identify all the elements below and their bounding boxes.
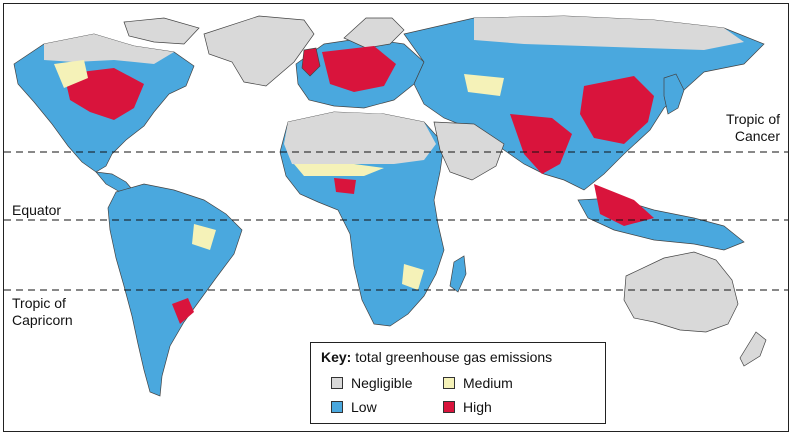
legend-item-high: High (443, 399, 492, 415)
high-europe (322, 46, 396, 92)
japan (663, 73, 685, 115)
medium-sahel (294, 164, 384, 176)
high-s-america (172, 298, 194, 324)
arctic-islands (123, 17, 200, 45)
high-india (510, 114, 572, 174)
legend-label-low: Low (351, 399, 377, 415)
high-se-asia (594, 184, 654, 226)
australia (623, 251, 739, 333)
tropic-of-capricorn-label-line1: Tropic of (12, 295, 66, 311)
high-nigeria (334, 178, 356, 194)
map-legend: Key: total greenhouse gas emissions Negl… (310, 342, 606, 424)
legend-item-negligible: Negligible (331, 375, 412, 391)
latitude-lines (4, 151, 788, 291)
legend-swatch-medium (443, 377, 455, 389)
canada-north (44, 34, 174, 64)
high-emission-regions (64, 46, 654, 324)
legend-title: Key: total greenhouse gas emissions (321, 349, 552, 365)
equator-label: Equator (12, 202, 62, 218)
legend-label-high: High (463, 399, 492, 415)
legend-swatch-negligible (331, 377, 343, 389)
tropic-of-cancer-label-line2: Cancer (734, 128, 780, 144)
greenland (203, 15, 315, 87)
legend-label-medium: Medium (463, 375, 513, 391)
legend-swatch-high (443, 401, 455, 413)
legend-label-negligible: Negligible (351, 375, 413, 391)
arabia (433, 121, 505, 181)
medium-brazil (192, 224, 216, 250)
siberia (474, 16, 744, 50)
sahara (284, 112, 436, 166)
tropic-of-cancer-label-line1: Tropic of (726, 111, 780, 127)
legend-heading: Key: (321, 349, 352, 365)
medium-central-asia (464, 74, 504, 96)
legend-item-low: Low (331, 399, 377, 415)
madagascar (449, 255, 467, 293)
high-na-east (64, 68, 144, 120)
high-china (580, 76, 654, 144)
tropic-of-cancer-label: Tropic of Cancer (726, 111, 780, 145)
legend-item-medium: Medium (443, 375, 513, 391)
legend-swatch-low (331, 401, 343, 413)
legend-title-text: total greenhouse gas emissions (351, 349, 553, 365)
medium-emission-regions (54, 60, 504, 290)
tropic-of-capricorn-label-line2: Capricorn (12, 312, 73, 328)
britain (301, 47, 321, 77)
new-zealand (739, 331, 767, 367)
medium-na-plains (54, 60, 88, 88)
tropic-of-capricorn-label: Tropic of Capricorn (12, 295, 73, 329)
world-map: Tropic of Cancer Equator Tropic of Capri… (3, 3, 789, 432)
map-canvas (4, 15, 788, 397)
medium-se-africa (402, 264, 424, 290)
